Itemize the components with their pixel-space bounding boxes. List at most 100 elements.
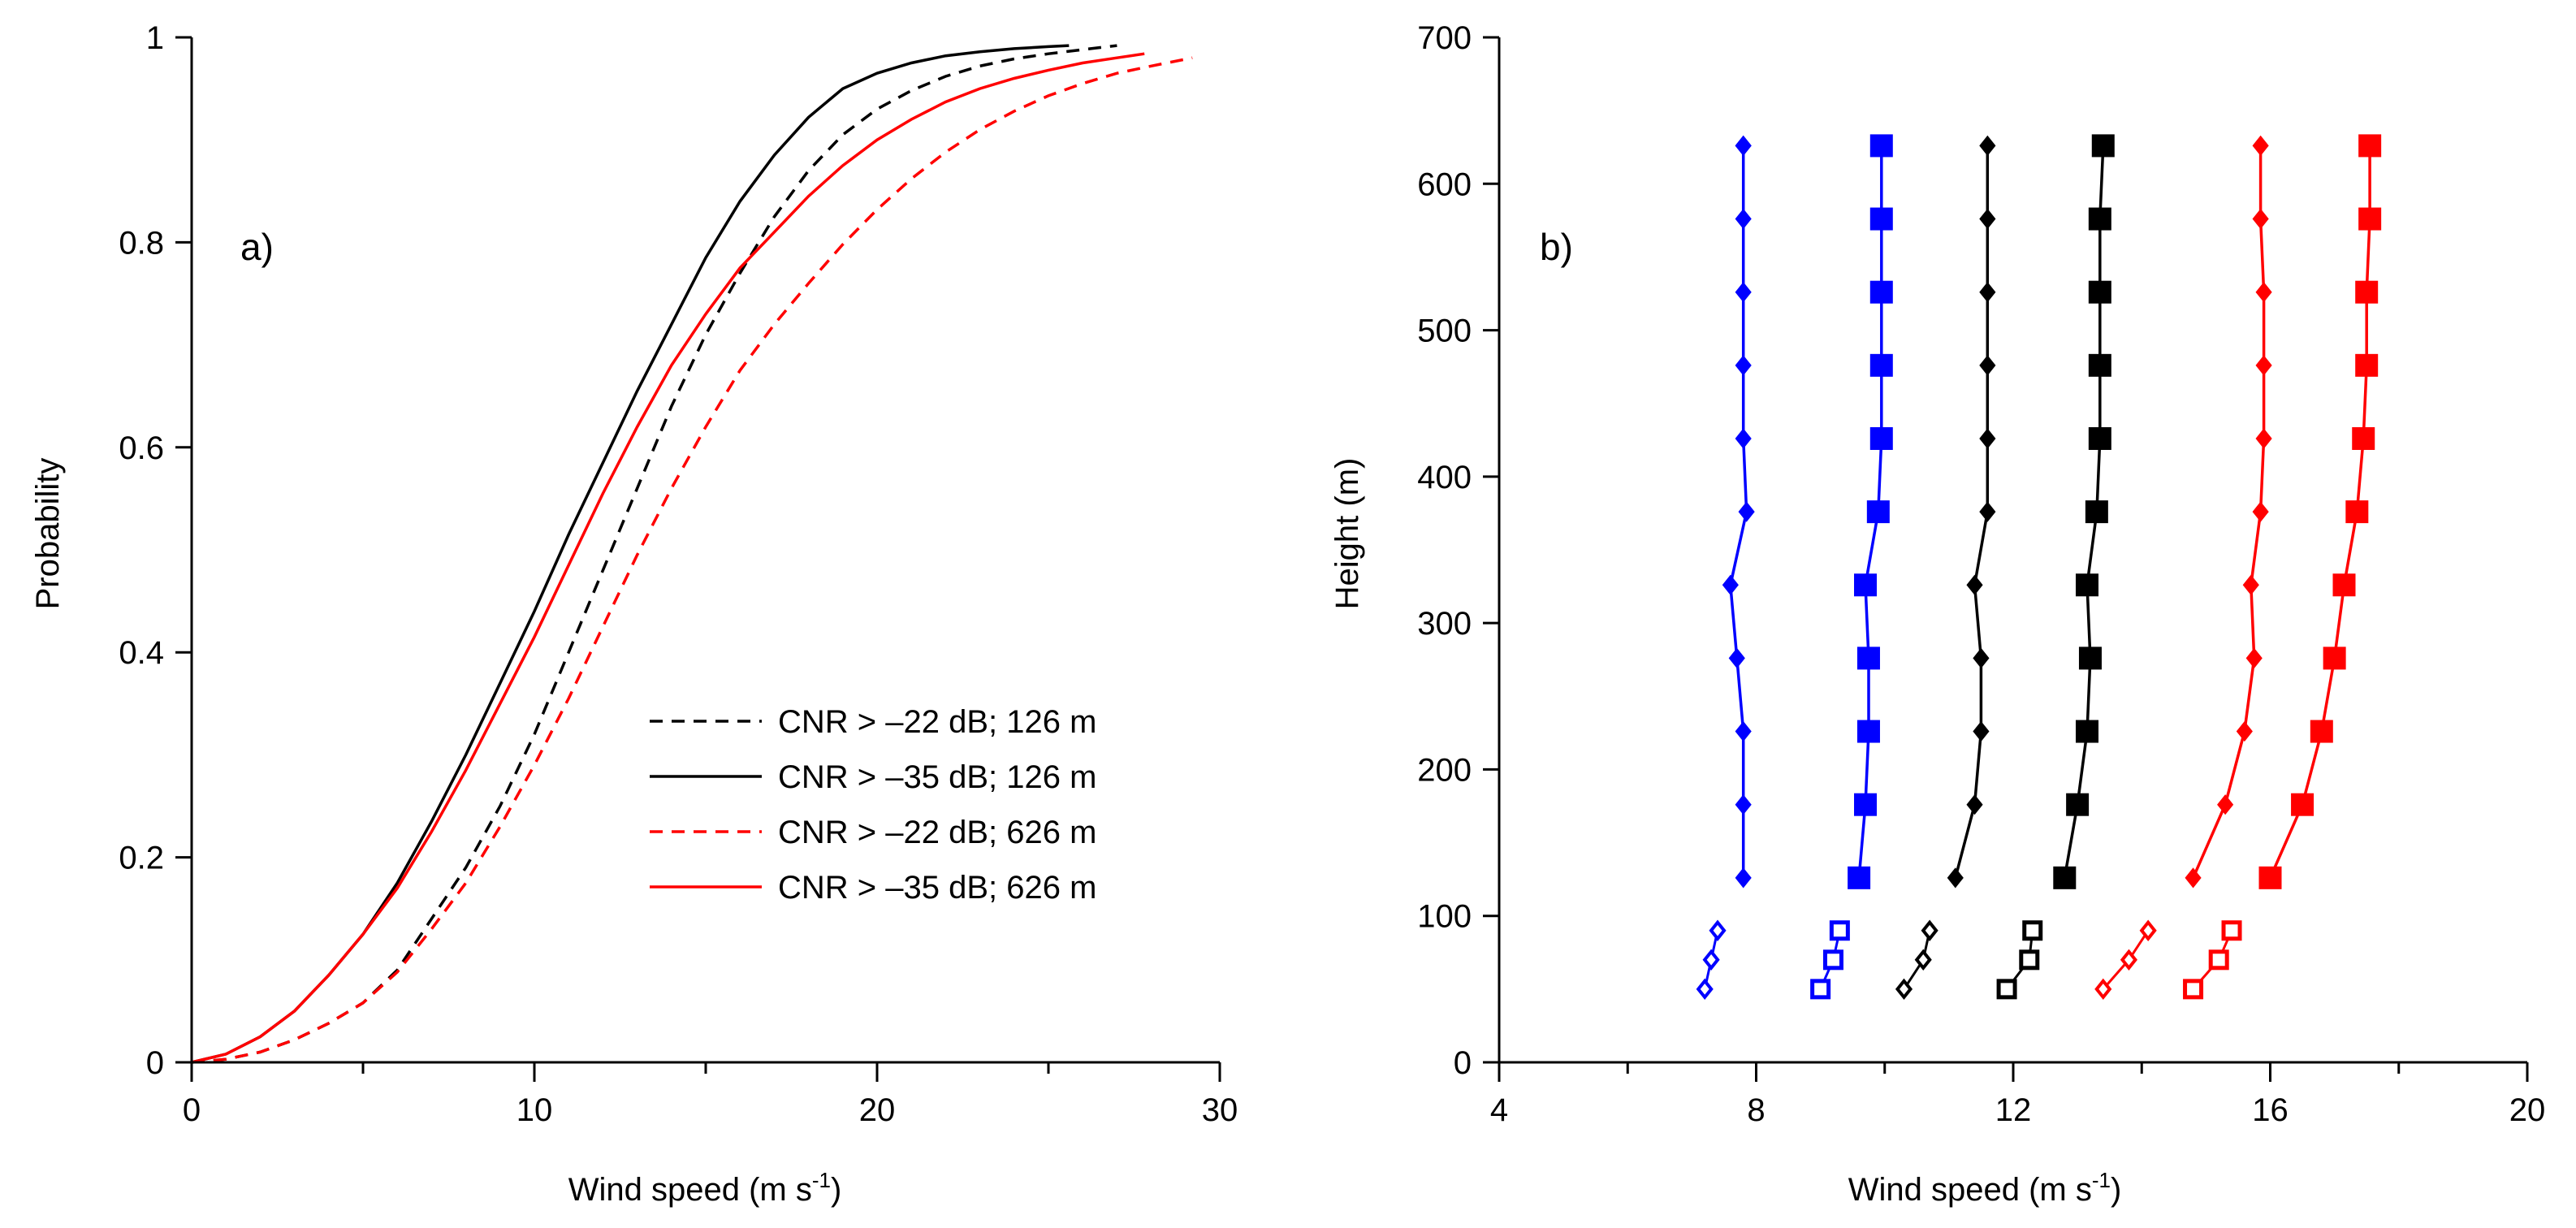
panel-b-open-square-marker [1829,920,1850,941]
panel-b-y-tick-label: 100 [1417,899,1472,935]
panel-b-diamond-marker [1735,428,1752,449]
panel-b-square-marker [1869,353,1893,377]
panel-b-open-square-marker [1822,949,1843,971]
panel-b-series-2 [1810,134,1893,1000]
panel-a-x-tick-label: 0 [183,1092,201,1128]
panel-a-y-tick-label: 0 [146,1045,164,1081]
panel-b-y-tick-label: 0 [1454,1045,1472,1081]
panel-a-legend: CNR > –22 dB; 126 m CNR > –35 dB; 126 m CN… [650,704,1096,906]
panel-b-diamond-marker [1735,355,1752,376]
panel-b-y-tick-label: 600 [1417,166,1472,202]
panel-b-y-tick-label: 300 [1417,606,1472,642]
panel-b-square-marker [2091,134,2115,158]
panel-b-diamond-marker [1735,282,1752,303]
panel-b-square-marker [2258,866,2282,889]
panel-a-x-axis-title: Wind speed (m s-1) [568,1168,842,1208]
panel-b-diamond-marker [1979,355,1996,376]
panel-a-x-axis-title-end: ) [831,1172,841,1208]
panel-b-square-marker [2088,353,2111,377]
panel-a-y-tick-label: 0.4 [119,635,164,671]
panel-b-series-6 [2183,134,2382,1000]
panel-b-square-marker [2355,280,2379,304]
panel-a-axes: 00.20.40.60.810 10 20 30 [119,20,1238,1128]
panel-b-diamond-marker [1979,135,1996,157]
panel-b-square-marker [1854,573,1878,597]
panel-a-series-line-4 [191,52,1145,1064]
panel-b-square-marker [2075,573,2098,597]
panel-b-diamond-marker [1947,867,1964,889]
panel-b-square-marker [2085,500,2108,524]
panel-b-square-marker [1869,280,1893,304]
panel-b-square-marker [2355,353,2379,377]
panel-a-y-tick-label: 1 [146,20,164,56]
panel-b-square-marker [2053,866,2077,889]
panel-b-label: b) [1540,226,1573,268]
panel-b-square-marker [1856,646,1880,670]
panel-a-y-axis-title: Probability [30,458,66,610]
panel-b-square-marker [2345,500,2369,524]
panel-b-diamond-marker [1979,501,1996,522]
panel-b-diamond-marker [2236,720,2253,742]
panel-a-y-tick-label: 0.8 [119,225,164,261]
panel-b-open-diamond-marker [2094,978,2112,1001]
panel-b-square-marker [1869,426,1893,450]
panel-a-y-tick-label: 0.2 [119,841,164,876]
panel-b-diamond-marker [1735,720,1752,742]
panel-b-square-marker [1848,866,1871,889]
panel-b-square-marker [2323,646,2346,670]
panel-b-open-square-marker [2183,979,2204,1000]
panel-b-square-marker [2310,720,2333,743]
panel-b-diamond-marker [1728,647,1745,669]
panel-b-x-axis-title: Wind speed (m s-1) [1848,1168,2122,1208]
panel-b-diamond-marker [2242,574,2259,595]
panel-b-diamond-marker [1735,135,1752,157]
panel-b-open-square-marker [2208,949,2229,971]
panel-b-open-diamond-marker [2120,949,2137,971]
panel-b-diamond-marker [2255,282,2272,303]
panel-b-diamond-marker [1979,208,1996,230]
panel-a-legend-entry-2: CNR > –35 dB; 126 m [778,759,1096,795]
panel-b-diamond-marker [1973,720,1990,742]
panel-b-y-tick-label: 700 [1417,20,1472,56]
panel-b-diamond-marker [1979,428,1996,449]
panel-b-diamond-marker [1973,647,1990,669]
panel-b-square-marker [2332,573,2356,597]
panel-b-y-tick-label: 500 [1417,313,1472,349]
panel-b-open-diamond-marker [1914,949,1932,971]
panel-a-label: a) [240,226,274,268]
panel-b-diamond-marker [2245,647,2263,669]
panel-b-square-marker [1854,793,1878,816]
panel-b-square-marker [1866,500,1890,524]
panel-b-x-tick-label: 8 [1747,1092,1765,1128]
panel-b-open-square-marker [2022,920,2043,941]
panel-a-x-axis-title-superscript: -1 [812,1168,831,1192]
panel-b-square-marker [2075,720,2098,743]
panel-b-square-marker [2291,793,2315,816]
panel-b-square-marker [2066,793,2090,816]
panel-a-legend-entry-1: CNR > –22 dB; 126 m [778,704,1096,740]
panel-b-series-group [1696,134,2382,1001]
panel-b-diamond-marker [1966,794,1983,815]
panel-a-legend-entry-4: CNR > –35 dB; 626 m [778,870,1096,906]
panel-b-series-1 [1696,135,1755,1001]
panel-b-profile-chart: 0 100 200 300 400 500 600 700 4 8 12 16 20 b) Height… [1329,20,2545,1208]
panel-b-diamond-marker [2252,208,2269,230]
panel-b-series-5 [2094,135,2272,1001]
panel-b-diamond-marker [1966,574,1983,595]
panel-b-series-3 [1895,135,1996,1001]
panel-a-series-line-2 [191,44,1070,1064]
panel-a-legend-entry-3: CNR > –22 dB; 626 m [778,815,1096,850]
panel-b-open-diamond-marker [1895,978,1913,1001]
panel-b-y-axis-title: Height (m) [1329,458,1365,610]
panel-b-square-marker [1856,720,1880,743]
panel-b-open-diamond-marker [1696,978,1714,1001]
panel-b-open-diamond-marker [1921,919,1938,941]
panel-b-axes: 0 100 200 300 400 500 600 700 4 8 12 16 20 [1417,20,2545,1128]
panel-b-square-marker [2088,280,2111,304]
panel-b-diamond-marker [1735,208,1752,230]
panel-b-x-tick-label: 4 [1490,1092,1508,1128]
panel-a-series-line-1 [191,44,1117,1064]
panel-b-x-tick-label: 20 [2509,1092,2546,1128]
panel-b-square-marker [1869,134,1893,158]
panel-b-series-4 [1996,134,2115,1000]
